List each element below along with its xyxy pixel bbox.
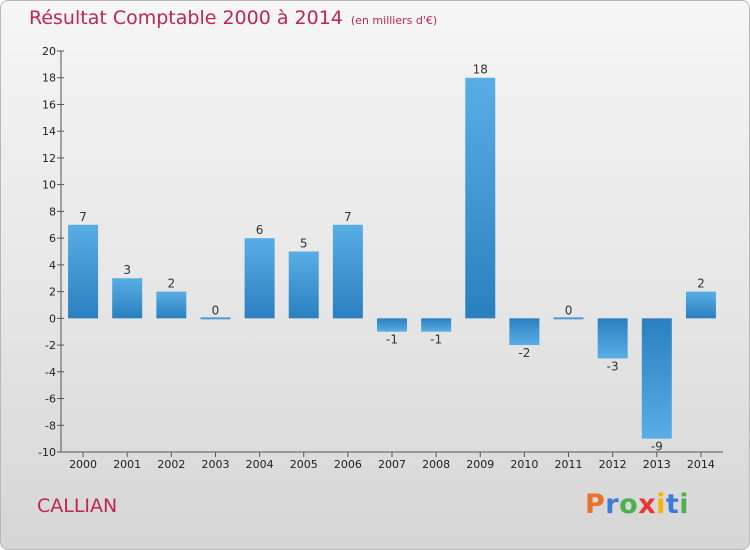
bar — [597, 318, 628, 359]
y-tick-label: -10 — [38, 446, 56, 459]
logo-letter: r — [605, 489, 620, 520]
data-label: 0 — [212, 303, 220, 317]
data-label: 0 — [565, 303, 573, 317]
data-label: 18 — [473, 63, 488, 77]
data-label: -1 — [386, 333, 398, 347]
bar — [156, 291, 187, 319]
bar — [68, 224, 99, 319]
y-tick-label: -6 — [45, 393, 56, 406]
y-tick-label: 12 — [42, 152, 56, 165]
y-tick-label: 16 — [42, 98, 56, 111]
bar — [288, 251, 319, 319]
bar — [685, 291, 716, 319]
y-tick-label: 10 — [42, 179, 56, 192]
bar — [553, 317, 584, 320]
data-label: 7 — [79, 210, 87, 224]
x-tick-label: 2009 — [466, 458, 494, 471]
data-label: 2 — [697, 277, 705, 291]
data-label: -2 — [518, 346, 530, 360]
bars-group — [68, 77, 716, 439]
x-tick-label: 2012 — [599, 458, 627, 471]
y-tick-label: 18 — [42, 72, 56, 85]
x-tick-label: 2013 — [643, 458, 671, 471]
bar — [465, 77, 496, 319]
y-tick-label: 20 — [42, 45, 56, 58]
bar — [421, 318, 452, 332]
y-tick-label: 14 — [42, 125, 56, 138]
data-label: -3 — [607, 359, 619, 373]
y-tick-label: 6 — [49, 232, 56, 245]
logo-letter: P — [585, 489, 606, 520]
y-tick-label: -2 — [45, 339, 56, 352]
logo-letter: x — [638, 489, 657, 520]
y-tick-label: -8 — [45, 419, 56, 432]
bar — [332, 224, 363, 319]
logo-letter: i — [679, 489, 690, 520]
labels-group: 2000 7 2001 3 2002 2 2003 0 2004 6 2005 5 2006 7 2007 -… — [69, 63, 715, 471]
bar — [244, 238, 275, 319]
x-tick-label: 2003 — [201, 458, 229, 471]
x-tick-label: 2011 — [555, 458, 583, 471]
data-label: 7 — [344, 210, 352, 224]
x-tick-label: 2008 — [422, 458, 450, 471]
chart-subtitle: (en milliers d'€) — [350, 14, 438, 27]
x-tick-label: 2001 — [113, 458, 141, 471]
bar — [509, 318, 540, 346]
data-label: 3 — [123, 263, 131, 277]
bar — [200, 317, 231, 320]
chart-title: Résultat Comptable 2000 à 2014 (en millie… — [29, 7, 437, 29]
logo-letter: t — [665, 489, 680, 520]
x-tick-label: 2007 — [378, 458, 406, 471]
title-text: Résultat Comptable 2000 à 2014 — [29, 7, 343, 29]
data-label: 5 — [300, 237, 308, 251]
y-tick-label: 2 — [49, 286, 56, 299]
bar — [112, 278, 143, 319]
commune-name: CALLIAN — [37, 495, 118, 517]
data-label: 6 — [256, 223, 264, 237]
y-tick-label: 0 — [49, 312, 56, 325]
bar — [641, 318, 672, 439]
x-tick-label: 2014 — [687, 458, 715, 471]
x-tick-label: 2005 — [290, 458, 318, 471]
logo-letter: i — [656, 489, 666, 520]
data-label: 2 — [168, 277, 176, 291]
x-tick-label: 2002 — [157, 458, 185, 471]
logo-letter: o — [619, 489, 639, 520]
proxiti-logo[interactable]: Proxiti — [585, 489, 689, 520]
x-tick-label: 2010 — [510, 458, 538, 471]
data-label: -9 — [651, 440, 663, 454]
y-tick-label: 4 — [49, 259, 56, 272]
x-tick-label: 2004 — [246, 458, 274, 471]
bar — [377, 318, 407, 332]
data-label: -1 — [430, 333, 442, 347]
x-tick-label: 2006 — [334, 458, 362, 471]
y-tick-label: 8 — [49, 205, 56, 218]
y-tick-label: -4 — [45, 366, 56, 379]
x-tick-label: 2000 — [69, 458, 97, 471]
